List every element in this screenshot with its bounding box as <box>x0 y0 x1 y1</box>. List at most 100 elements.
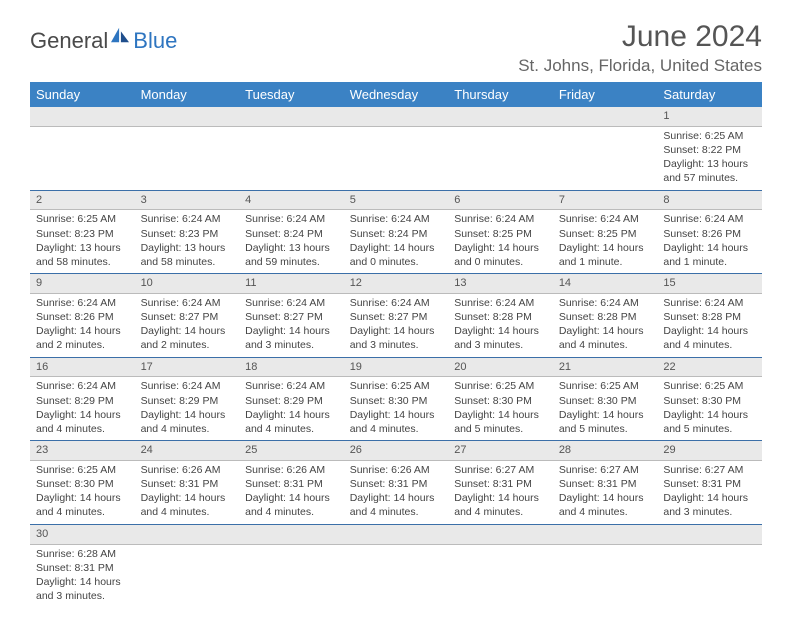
sunrise-text: Sunrise: 6:24 AM <box>245 212 338 226</box>
calendar-cell: 22Sunrise: 6:25 AMSunset: 8:30 PMDayligh… <box>657 357 762 441</box>
daylight-text: Daylight: 14 hours and 5 minutes. <box>454 408 547 436</box>
day-body: Sunrise: 6:25 AMSunset: 8:30 PMDaylight:… <box>344 377 449 440</box>
calendar-cell: 24Sunrise: 6:26 AMSunset: 8:31 PMDayligh… <box>135 441 240 525</box>
day-body: Sunrise: 6:24 AMSunset: 8:27 PMDaylight:… <box>344 294 449 357</box>
daylight-text: Daylight: 14 hours and 3 minutes. <box>36 575 129 603</box>
day-body: Sunrise: 6:26 AMSunset: 8:31 PMDaylight:… <box>239 461 344 524</box>
day-number <box>553 107 658 127</box>
sunrise-text: Sunrise: 6:25 AM <box>454 379 547 393</box>
calendar-cell: 8Sunrise: 6:24 AMSunset: 8:26 PMDaylight… <box>657 190 762 274</box>
sunrise-text: Sunrise: 6:24 AM <box>141 296 234 310</box>
weekday-header: Monday <box>135 82 240 107</box>
weekday-header: Friday <box>553 82 658 107</box>
day-number <box>657 525 762 545</box>
sunset-text: Sunset: 8:30 PM <box>36 477 129 491</box>
day-number: 29 <box>657 441 762 461</box>
calendar-cell: 11 Sunrise: 6:24 AMSunset: 8:27 PMDayligh… <box>239 274 344 358</box>
day-body: Sunrise: 6:24 AMSunset: 8:23 PMDaylight:… <box>135 210 240 273</box>
sunrise-text: Sunrise: 6:24 AM <box>454 296 547 310</box>
daylight-text: Daylight: 14 hours and 1 minute. <box>663 241 756 269</box>
sunrise-text: Sunrise: 6:28 AM <box>36 547 129 561</box>
weekday-header: Saturday <box>657 82 762 107</box>
calendar-body: 1Sunrise: 6:25 AMSunset: 8:22 PMDaylight… <box>30 107 762 607</box>
calendar-cell: 14Sunrise: 6:24 AMSunset: 8:28 PMDayligh… <box>553 274 658 358</box>
sunrise-text: Sunrise: 6:27 AM <box>559 463 652 477</box>
daylight-text: Daylight: 14 hours and 4 minutes. <box>141 491 234 519</box>
day-body: Sunrise: 6:24 AMSunset: 8:28 PMDaylight:… <box>553 294 658 357</box>
sunrise-text: Sunrise: 6:24 AM <box>559 212 652 226</box>
day-body: Sunrise: 6:24 AMSunset: 8:24 PMDaylight:… <box>239 210 344 273</box>
day-number: 2 <box>30 191 135 211</box>
header: General Blue June 2024 St. Johns, Florid… <box>30 20 762 76</box>
calendar-cell: 6Sunrise: 6:24 AMSunset: 8:25 PMDaylight… <box>448 190 553 274</box>
sunset-text: Sunset: 8:30 PM <box>454 394 547 408</box>
sail-icon <box>109 26 131 44</box>
calendar-cell <box>239 107 344 190</box>
brand-text-1: General <box>30 28 108 54</box>
day-number <box>344 107 449 127</box>
location: St. Johns, Florida, United States <box>518 56 762 76</box>
day-body: Sunrise: 6:24 AMSunset: 8:29 PMDaylight:… <box>239 377 344 440</box>
sunset-text: Sunset: 8:31 PM <box>454 477 547 491</box>
day-body: Sunrise: 6:24 AMSunset: 8:27 PMDaylight:… <box>135 294 240 357</box>
day-body: Sunrise: 6:25 AMSunset: 8:30 PMDaylight:… <box>553 377 658 440</box>
calendar-cell: 29Sunrise: 6:27 AMSunset: 8:31 PMDayligh… <box>657 441 762 525</box>
sunrise-text: Sunrise: 6:25 AM <box>559 379 652 393</box>
daylight-text: Daylight: 14 hours and 3 minutes. <box>350 324 443 352</box>
day-number: 13 <box>448 274 553 294</box>
brand-logo: General Blue <box>30 20 177 54</box>
day-number <box>448 525 553 545</box>
day-number <box>135 107 240 127</box>
sunset-text: Sunset: 8:27 PM <box>245 310 338 324</box>
sunset-text: Sunset: 8:29 PM <box>245 394 338 408</box>
daylight-text: Daylight: 14 hours and 5 minutes. <box>663 408 756 436</box>
day-number: 4 <box>239 191 344 211</box>
calendar-cell: 25Sunrise: 6:26 AMSunset: 8:31 PMDayligh… <box>239 441 344 525</box>
calendar-cell: 2Sunrise: 6:25 AMSunset: 8:23 PMDaylight… <box>30 190 135 274</box>
day-body: Sunrise: 6:27 AMSunset: 8:31 PMDaylight:… <box>657 461 762 524</box>
daylight-text: Daylight: 14 hours and 3 minutes. <box>245 324 338 352</box>
calendar-cell <box>239 524 344 607</box>
calendar-cell: 7Sunrise: 6:24 AMSunset: 8:25 PMDaylight… <box>553 190 658 274</box>
daylight-text: Daylight: 13 hours and 58 minutes. <box>141 241 234 269</box>
calendar-cell: 15Sunrise: 6:24 AMSunset: 8:28 PMDayligh… <box>657 274 762 358</box>
day-number: 22 <box>657 358 762 378</box>
daylight-text: Daylight: 14 hours and 4 minutes. <box>36 491 129 519</box>
calendar-cell: 27Sunrise: 6:27 AMSunset: 8:31 PMDayligh… <box>448 441 553 525</box>
day-body: Sunrise: 6:24 AMSunset: 8:25 PMDaylight:… <box>553 210 658 273</box>
calendar-cell <box>448 524 553 607</box>
daylight-text: Daylight: 14 hours and 4 minutes. <box>350 408 443 436</box>
sunset-text: Sunset: 8:31 PM <box>663 477 756 491</box>
day-number: 17 <box>135 358 240 378</box>
day-body: Sunrise: 6:25 AMSunset: 8:30 PMDaylight:… <box>30 461 135 524</box>
sunset-text: Sunset: 8:29 PM <box>141 394 234 408</box>
day-number <box>553 525 658 545</box>
sunrise-text: Sunrise: 6:24 AM <box>245 296 338 310</box>
sunrise-text: Sunrise: 6:24 AM <box>36 296 129 310</box>
calendar-cell <box>448 107 553 190</box>
daylight-text: Daylight: 14 hours and 1 minute. <box>559 241 652 269</box>
day-body: Sunrise: 6:24 AMSunset: 8:29 PMDaylight:… <box>30 377 135 440</box>
day-number: 30 <box>30 525 135 545</box>
calendar-cell: 9Sunrise: 6:24 AMSunset: 8:26 PMDaylight… <box>30 274 135 358</box>
brand-text-2: Blue <box>133 28 177 54</box>
sunset-text: Sunset: 8:23 PM <box>36 227 129 241</box>
day-body: Sunrise: 6:25 AMSunset: 8:30 PMDaylight:… <box>448 377 553 440</box>
day-number: 20 <box>448 358 553 378</box>
day-number: 11 <box>239 274 344 294</box>
sunrise-text: Sunrise: 6:26 AM <box>350 463 443 477</box>
calendar-table: SundayMondayTuesdayWednesdayThursdayFrid… <box>30 82 762 607</box>
day-number: 10 <box>135 274 240 294</box>
calendar-page: General Blue June 2024 St. Johns, Florid… <box>0 0 792 627</box>
sunset-text: Sunset: 8:30 PM <box>350 394 443 408</box>
day-number <box>239 107 344 127</box>
day-number: 26 <box>344 441 449 461</box>
sunrise-text: Sunrise: 6:24 AM <box>245 379 338 393</box>
sunrise-text: Sunrise: 6:24 AM <box>559 296 652 310</box>
sunset-text: Sunset: 8:31 PM <box>245 477 338 491</box>
sunrise-text: Sunrise: 6:25 AM <box>36 212 129 226</box>
sunrise-text: Sunrise: 6:25 AM <box>36 463 129 477</box>
day-number: 7 <box>553 191 658 211</box>
day-body: Sunrise: 6:27 AMSunset: 8:31 PMDaylight:… <box>448 461 553 524</box>
calendar-cell: 4Sunrise: 6:24 AMSunset: 8:24 PMDaylight… <box>239 190 344 274</box>
